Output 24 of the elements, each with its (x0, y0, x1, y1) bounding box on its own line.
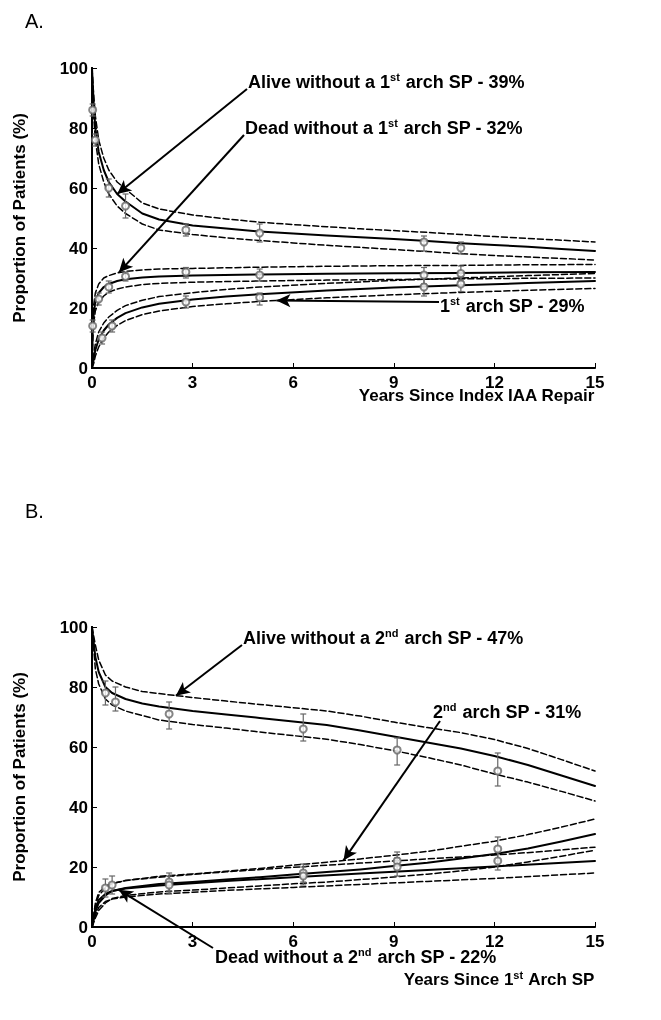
x-tick-label: 3 (187, 373, 198, 392)
y-tick-label: 40 (69, 797, 88, 817)
x-tick-label: 12 (484, 373, 504, 392)
x-tick-label: 12 (484, 932, 504, 951)
chart-title: A. (25, 10, 44, 32)
y-tick-label: 100 (59, 617, 88, 637)
y-axis-title: Proportion of Patients (%) (10, 672, 29, 882)
y-tick-label: 20 (69, 857, 88, 877)
y-tick-label: 0 (78, 917, 88, 937)
y-tick-label: 40 (69, 238, 88, 258)
y-tick-label: 0 (78, 358, 88, 378)
x-tick-label: 9 (389, 932, 399, 951)
x-tick-label: 9 (389, 373, 399, 392)
y-tick-label: 80 (69, 677, 88, 697)
x-tick-label: 15 (585, 932, 605, 951)
chart-title: B. (25, 500, 44, 522)
y-tick-label: 60 (69, 737, 88, 757)
y-tick-label: 100 (59, 58, 88, 78)
y-axis-title: Proportion of Patients (%) (10, 113, 29, 323)
y-tick-label: 60 (69, 178, 88, 198)
x-tick-label: 6 (288, 373, 298, 392)
y-tick-label: 20 (69, 298, 88, 318)
x-tick-label: 6 (288, 932, 298, 951)
y-tick-label: 80 (69, 118, 88, 138)
